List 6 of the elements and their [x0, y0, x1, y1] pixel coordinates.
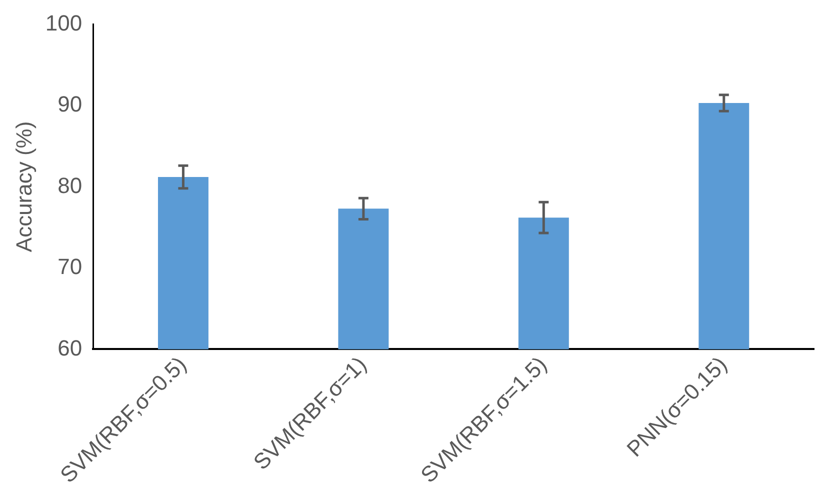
y-tick-label: 90 [58, 92, 82, 117]
y-tick-label: 80 [58, 172, 82, 198]
y-tick-label: 100 [45, 10, 82, 36]
y-tick-label: 70 [58, 254, 82, 280]
y-axis-title: Accuracy (%) [11, 121, 36, 252]
y-tick-label: 60 [58, 335, 82, 360]
